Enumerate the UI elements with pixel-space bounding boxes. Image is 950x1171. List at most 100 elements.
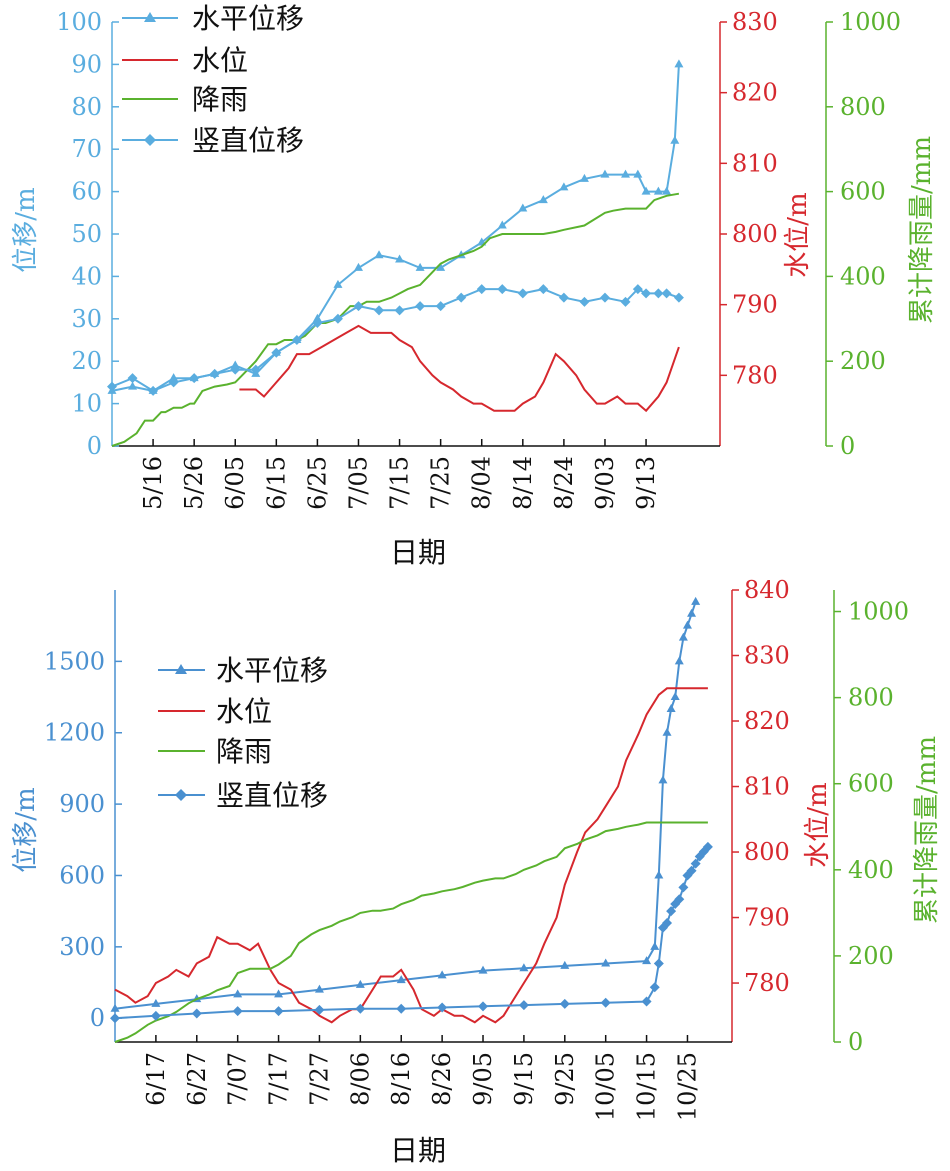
bottom-series-point-3 xyxy=(686,865,697,876)
top-legend-label-vertical: 竖直位移 xyxy=(192,124,304,157)
top-left-tick-label: 50 xyxy=(71,220,102,248)
bottom-right1-tick-label: 840 xyxy=(744,576,790,604)
bottom-right1-tick-label: 780 xyxy=(744,969,790,997)
top-series-point-3 xyxy=(476,284,487,295)
bottom-series-point-0 xyxy=(662,727,672,736)
top-right1-tick-label: 800 xyxy=(732,220,778,248)
top-x-tick-label: 6/25 xyxy=(303,456,331,510)
bottom-right2-ticks: 0 200 400 600 800 1000 xyxy=(834,598,909,1056)
bottom-x-tick-label: 7/17 xyxy=(265,1052,293,1106)
bottom-left-tick-label: 300 xyxy=(59,933,105,961)
top-series-point-0 xyxy=(670,135,680,144)
top-left-ticks: 0 10 20 30 40 50 60 70 80 90 100 xyxy=(56,8,119,460)
top-left-tick-label: 20 xyxy=(71,347,102,375)
bottom-right1-tick-label: 790 xyxy=(744,904,790,932)
top-left-tick-label: 100 xyxy=(56,8,102,36)
bottom-legend-label-vertical: 竖直位移 xyxy=(216,779,328,812)
bottom-series-point-3 xyxy=(600,997,611,1008)
bottom-series-line-1 xyxy=(114,687,708,1024)
top-series-point-3 xyxy=(517,288,528,299)
bottom-series-point-0 xyxy=(642,956,652,965)
bottom-left-tick-label: 1500 xyxy=(44,647,105,675)
chart-top: 0 10 20 30 40 50 60 70 80 90 100 780 790 800 810 820 83… xyxy=(11,2,937,569)
top-series-point-0 xyxy=(395,254,405,263)
top-x-tick-label: 6/05 xyxy=(221,456,249,510)
bottom-y-right1-label: 水位/m xyxy=(803,782,833,867)
top-series-point-0 xyxy=(559,182,569,191)
bottom-legend-label-rain: 降雨 xyxy=(216,735,272,768)
top-series-point-3 xyxy=(620,296,631,307)
bottom-y-right2-label: 累计降雨量/mm xyxy=(912,736,942,924)
top-legend-label-horizontal: 水平位移 xyxy=(192,2,304,35)
top-series-point-3 xyxy=(374,305,385,316)
top-series-point-0 xyxy=(633,169,643,178)
bottom-series-point-3 xyxy=(559,998,570,1009)
top-legend-label-rain: 降雨 xyxy=(192,83,248,116)
bottom-left-tick-label: 1200 xyxy=(44,719,105,747)
bottom-series-point-3 xyxy=(641,996,652,1007)
bottom-series-point-0 xyxy=(674,656,684,665)
bottom-series-point-3 xyxy=(110,1013,120,1024)
bottom-x-tick-label: 8/16 xyxy=(387,1052,415,1106)
bottom-series-point-3 xyxy=(396,1003,407,1014)
top-x-tick-label: 7/15 xyxy=(386,456,414,510)
bottom-series-point-3 xyxy=(191,1008,202,1019)
bottom-x-tick-label: 9/15 xyxy=(510,1052,538,1106)
top-left-tick-label: 90 xyxy=(71,50,102,78)
top-series-point-0 xyxy=(579,173,589,182)
top-y-left-label: 位移/m xyxy=(11,187,41,272)
bottom-x-tick-label: 9/25 xyxy=(551,1052,579,1106)
bottom-series-line-0 xyxy=(114,601,697,1010)
top-x-tick-label: 5/16 xyxy=(139,456,167,510)
top-series-point-3 xyxy=(312,318,323,329)
top-x-title: 日期 xyxy=(390,536,446,569)
bottom-x-title: 日期 xyxy=(390,1134,446,1167)
top-series-point-3 xyxy=(641,288,652,299)
top-right1-tick-label: 820 xyxy=(732,79,778,107)
bottom-x-tick-label: 10/25 xyxy=(673,1052,701,1121)
bottom-legend-marker-horizontal xyxy=(175,664,187,674)
bottom-series-point-0 xyxy=(687,608,697,617)
top-series-point-3 xyxy=(271,347,282,358)
top-x-tick-label: 7/25 xyxy=(427,456,455,510)
bottom-plot-area xyxy=(114,590,835,1043)
top-series-point-0 xyxy=(128,381,138,390)
top-right2-tick-label: 200 xyxy=(840,347,886,375)
bottom-series-point-0 xyxy=(666,703,676,712)
bottom-series-point-0 xyxy=(691,596,701,605)
top-left-tick-label: 60 xyxy=(71,178,102,206)
bottom-series-point-0 xyxy=(314,984,324,993)
top-right2-ticks: 0 200 400 600 800 1000 xyxy=(826,8,901,460)
top-left-tick-label: 70 xyxy=(71,135,102,163)
top-series-point-3 xyxy=(127,373,138,384)
top-series-point-3 xyxy=(394,305,405,316)
top-right2-tick-label: 1000 xyxy=(840,8,901,36)
top-series xyxy=(107,59,684,447)
top-y-right1-label: 水位/m xyxy=(783,192,813,277)
bottom-right2-tick-label: 0 xyxy=(848,1028,863,1056)
top-series-point-3 xyxy=(538,284,549,295)
top-series-point-3 xyxy=(148,385,159,396)
bottom-x-tick-label: 10/05 xyxy=(592,1052,620,1121)
bottom-series-line-2 xyxy=(114,821,708,1043)
bottom-left-ticks: 0 300 600 900 1200 1500 xyxy=(44,647,122,1032)
top-right1-tick-label: 790 xyxy=(732,291,778,319)
bottom-right2-tick-label: 400 xyxy=(848,856,894,884)
bottom-series-point-3 xyxy=(273,1006,284,1017)
bottom-series-point-3 xyxy=(437,1002,448,1013)
bottom-right2-tick-label: 800 xyxy=(848,684,894,712)
bottom-right1-tick-label: 820 xyxy=(744,707,790,735)
top-series-line-3 xyxy=(111,287,680,393)
top-left-tick-label: 40 xyxy=(71,262,102,290)
top-series-point-0 xyxy=(169,373,179,382)
top-x-tick-label: 5/26 xyxy=(180,456,208,510)
bottom-series-point-0 xyxy=(478,965,488,974)
top-series-point-3 xyxy=(332,313,343,324)
bottom-series-point-0 xyxy=(233,989,243,998)
bottom-legend-label-water: 水位 xyxy=(216,695,272,728)
top-series-point-3 xyxy=(632,284,643,295)
bottom-series-point-3 xyxy=(649,982,660,993)
top-x-tick-label: 8/04 xyxy=(468,456,496,510)
top-series-point-3 xyxy=(456,292,467,303)
